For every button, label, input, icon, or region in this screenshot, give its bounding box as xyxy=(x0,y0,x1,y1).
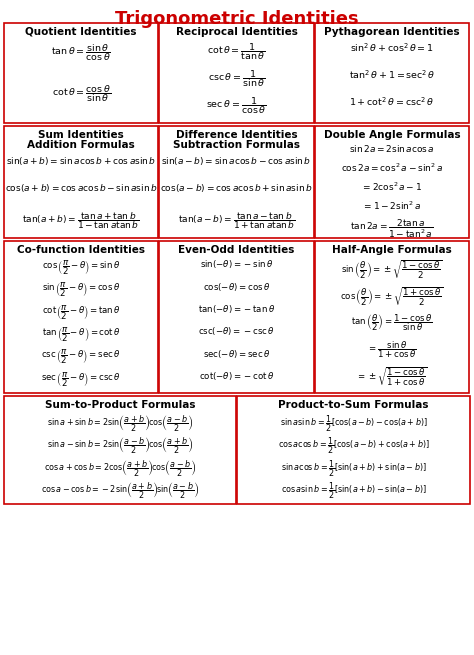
Text: $\sin\left(\dfrac{\theta}{2}\right) = \pm\sqrt{\dfrac{1-\cos\theta}{2}}$: $\sin\left(\dfrac{\theta}{2}\right) = \p… xyxy=(341,259,443,282)
Text: $\sec\theta = \dfrac{1}{\cos\theta}$: $\sec\theta = \dfrac{1}{\cos\theta}$ xyxy=(206,96,267,117)
Text: Reciprocal Identities: Reciprocal Identities xyxy=(175,27,298,37)
Text: $\sin(a+b) = \sin a\cos b + \cos a\sin b$: $\sin(a+b) = \sin a\cos b + \cos a\sin b… xyxy=(6,155,156,166)
Text: $\tan 2a = \dfrac{2\tan a}{1 - \tan^2 a}$: $\tan 2a = \dfrac{2\tan a}{1 - \tan^2 a}… xyxy=(350,218,434,240)
Text: $\csc\left(\dfrac{\pi}{2}-\theta\right) = \sec\theta$: $\csc\left(\dfrac{\pi}{2}-\theta\right) … xyxy=(41,348,121,366)
Text: $\tan\left(\dfrac{\theta}{2}\right) = \dfrac{1-\cos\theta}{\sin\theta}$: $\tan\left(\dfrac{\theta}{2}\right) = \d… xyxy=(351,312,433,333)
Text: $= 2\cos^2 a - 1$: $= 2\cos^2 a - 1$ xyxy=(361,181,422,193)
Text: $\cos(-\theta) = \cos\theta$: $\cos(-\theta) = \cos\theta$ xyxy=(203,281,270,293)
Text: $\cos\left(\dfrac{\theta}{2}\right) = \pm\sqrt{\dfrac{1+\cos\theta}{2}}$: $\cos\left(\dfrac{\theta}{2}\right) = \p… xyxy=(340,286,444,309)
Text: Trigonometric Identities: Trigonometric Identities xyxy=(115,10,359,28)
Text: $\cot\theta = \dfrac{1}{\tan\theta}$: $\cot\theta = \dfrac{1}{\tan\theta}$ xyxy=(207,41,266,62)
Bar xyxy=(4,23,158,123)
Text: Pythagorean Identities: Pythagorean Identities xyxy=(324,27,460,37)
Text: $\cos a-\cos b = -2\sin\!\left(\dfrac{a+b}{2}\right)\!\sin\!\left(\dfrac{a-b}{2}: $\cos a-\cos b = -2\sin\!\left(\dfrac{a+… xyxy=(41,481,199,501)
Text: $\sin a\cos b = \dfrac{1}{2}\left[\sin(a+b) + \sin(a-b)\right]$: $\sin a\cos b = \dfrac{1}{2}\left[\sin(a… xyxy=(281,458,427,479)
Text: Product-to-Sum Formulas: Product-to-Sum Formulas xyxy=(278,400,429,410)
Text: $\cos a\sin b = \dfrac{1}{2}\left[\sin(a+b) - \sin(a-b)\right]$: $\cos a\sin b = \dfrac{1}{2}\left[\sin(a… xyxy=(281,481,427,501)
Text: $\cos(a-b) = \cos a\cos b + \sin a\sin b$: $\cos(a-b) = \cos a\cos b + \sin a\sin b… xyxy=(160,182,313,195)
Text: $\cot\theta = \dfrac{\cos\theta}{\sin\theta}$: $\cot\theta = \dfrac{\cos\theta}{\sin\th… xyxy=(52,83,111,104)
Text: $\sin\left(\dfrac{\pi}{2}-\theta\right) = \cos\theta$: $\sin\left(\dfrac{\pi}{2}-\theta\right) … xyxy=(42,281,120,299)
Text: $\tan\theta = \dfrac{\sin\theta}{\cos\theta}$: $\tan\theta = \dfrac{\sin\theta}{\cos\th… xyxy=(51,43,111,64)
Bar xyxy=(4,241,158,393)
Text: $= \dfrac{\sin\theta}{1+\cos\theta}$: $= \dfrac{\sin\theta}{1+\cos\theta}$ xyxy=(367,339,417,360)
Text: $\tan(a+b) = \dfrac{\tan a + \tan b}{1 - \tan a\tan b}$: $\tan(a+b) = \dfrac{\tan a + \tan b}{1 -… xyxy=(22,210,140,231)
Text: $\cot(-\theta) = -\cot\theta$: $\cot(-\theta) = -\cot\theta$ xyxy=(199,370,274,382)
Text: $\cos(a+b) = \cos a\cos b - \sin a\sin b$: $\cos(a+b) = \cos a\cos b - \sin a\sin b… xyxy=(5,182,157,195)
Text: $\tan(a-b) = \dfrac{\tan a - \tan b}{1 + \tan a\tan b}$: $\tan(a-b) = \dfrac{\tan a - \tan b}{1 +… xyxy=(178,210,295,231)
Text: Difference Identities: Difference Identities xyxy=(176,130,297,140)
Text: $\cos 2a = \cos^2 a - \sin^2 a$: $\cos 2a = \cos^2 a - \sin^2 a$ xyxy=(341,162,443,174)
Bar xyxy=(159,23,314,123)
Text: $\sin a-\sin b = 2\sin\!\left(\dfrac{a-b}{2}\right)\!\cos\!\left(\dfrac{a+b}{2}\: $\sin a-\sin b = 2\sin\!\left(\dfrac{a-b… xyxy=(47,436,193,457)
Text: $\sec\left(\dfrac{\pi}{2}-\theta\right) = \csc\theta$: $\sec\left(\dfrac{\pi}{2}-\theta\right) … xyxy=(41,370,121,388)
Text: Co-function Identities: Co-function Identities xyxy=(17,245,145,255)
Text: Sum-to-Product Formulas: Sum-to-Product Formulas xyxy=(45,400,195,410)
Text: $\cot\left(\dfrac{\pi}{2}-\theta\right) = \tan\theta$: $\cot\left(\dfrac{\pi}{2}-\theta\right) … xyxy=(42,303,120,322)
Text: $\cos\left(\dfrac{\pi}{2}-\theta\right) = \sin\theta$: $\cos\left(\dfrac{\pi}{2}-\theta\right) … xyxy=(42,259,120,277)
Bar xyxy=(4,126,158,238)
Text: Addition Formulas: Addition Formulas xyxy=(27,141,135,151)
Text: $\csc(-\theta) = -\csc\theta$: $\csc(-\theta) = -\csc\theta$ xyxy=(198,326,275,337)
Text: $1 + \cot^2\theta = \csc^2\theta$: $1 + \cot^2\theta = \csc^2\theta$ xyxy=(349,96,435,108)
Text: $\cos a\cos b = \dfrac{1}{2}\left[\cos(a-b) + \cos(a+b)\right]$: $\cos a\cos b = \dfrac{1}{2}\left[\cos(a… xyxy=(278,436,429,457)
Text: $\sin a+\sin b = 2\sin\!\left(\dfrac{a+b}{2}\right)\!\cos\!\left(\dfrac{a-b}{2}\: $\sin a+\sin b = 2\sin\!\left(\dfrac{a+b… xyxy=(47,413,193,434)
Bar xyxy=(315,126,469,238)
Bar xyxy=(159,241,314,393)
Text: $\sec(-\theta) = \sec\theta$: $\sec(-\theta) = \sec\theta$ xyxy=(203,348,270,360)
Text: Double Angle Formulas: Double Angle Formulas xyxy=(324,130,460,140)
Text: $= 1 - 2\sin^2 a$: $= 1 - 2\sin^2 a$ xyxy=(362,199,421,212)
Text: $\sin a\sin b = \dfrac{1}{2}\left[\cos(a-b) - \cos(a+b)\right]$: $\sin a\sin b = \dfrac{1}{2}\left[\cos(a… xyxy=(280,413,428,434)
Text: $\tan\left(\dfrac{\pi}{2}-\theta\right) = \cot\theta$: $\tan\left(\dfrac{\pi}{2}-\theta\right) … xyxy=(42,326,120,344)
Text: Quotient Identities: Quotient Identities xyxy=(26,27,137,37)
Text: $\csc\theta = \dfrac{1}{\sin\theta}$: $\csc\theta = \dfrac{1}{\sin\theta}$ xyxy=(208,68,265,89)
Text: $\sin(a-b) = \sin a\cos b - \cos a\sin b$: $\sin(a-b) = \sin a\cos b - \cos a\sin b… xyxy=(161,155,311,166)
Bar xyxy=(315,23,469,123)
Text: Even-Odd Identities: Even-Odd Identities xyxy=(178,245,295,255)
Bar xyxy=(4,396,236,504)
Text: $\tan^2\theta + 1 = \sec^2\theta$: $\tan^2\theta + 1 = \sec^2\theta$ xyxy=(348,68,435,81)
Text: Sum Identities: Sum Identities xyxy=(38,130,124,140)
Bar xyxy=(237,396,470,504)
Text: $= \pm\sqrt{\dfrac{1-\cos\theta}{1+\cos\theta}}$: $= \pm\sqrt{\dfrac{1-\cos\theta}{1+\cos\… xyxy=(356,366,428,388)
Text: $\cos a+\cos b = 2\cos\!\left(\dfrac{a+b}{2}\right)\!\cos\!\left(\dfrac{a-b}{2}\: $\cos a+\cos b = 2\cos\!\left(\dfrac{a+b… xyxy=(44,458,196,479)
Text: $\tan(-\theta) = -\tan\theta$: $\tan(-\theta) = -\tan\theta$ xyxy=(198,303,275,315)
Text: $\sin(-\theta) = -\sin\theta$: $\sin(-\theta) = -\sin\theta$ xyxy=(200,259,273,271)
Bar xyxy=(315,241,469,393)
Text: $\sin^2\theta + \cos^2\theta = 1$: $\sin^2\theta + \cos^2\theta = 1$ xyxy=(350,41,434,54)
Text: Half-Angle Formulas: Half-Angle Formulas xyxy=(332,245,452,255)
Text: Subtraction Formulas: Subtraction Formulas xyxy=(173,141,300,151)
Bar xyxy=(159,126,314,238)
Text: $\sin 2a = 2\sin a\cos a$: $\sin 2a = 2\sin a\cos a$ xyxy=(349,143,435,154)
